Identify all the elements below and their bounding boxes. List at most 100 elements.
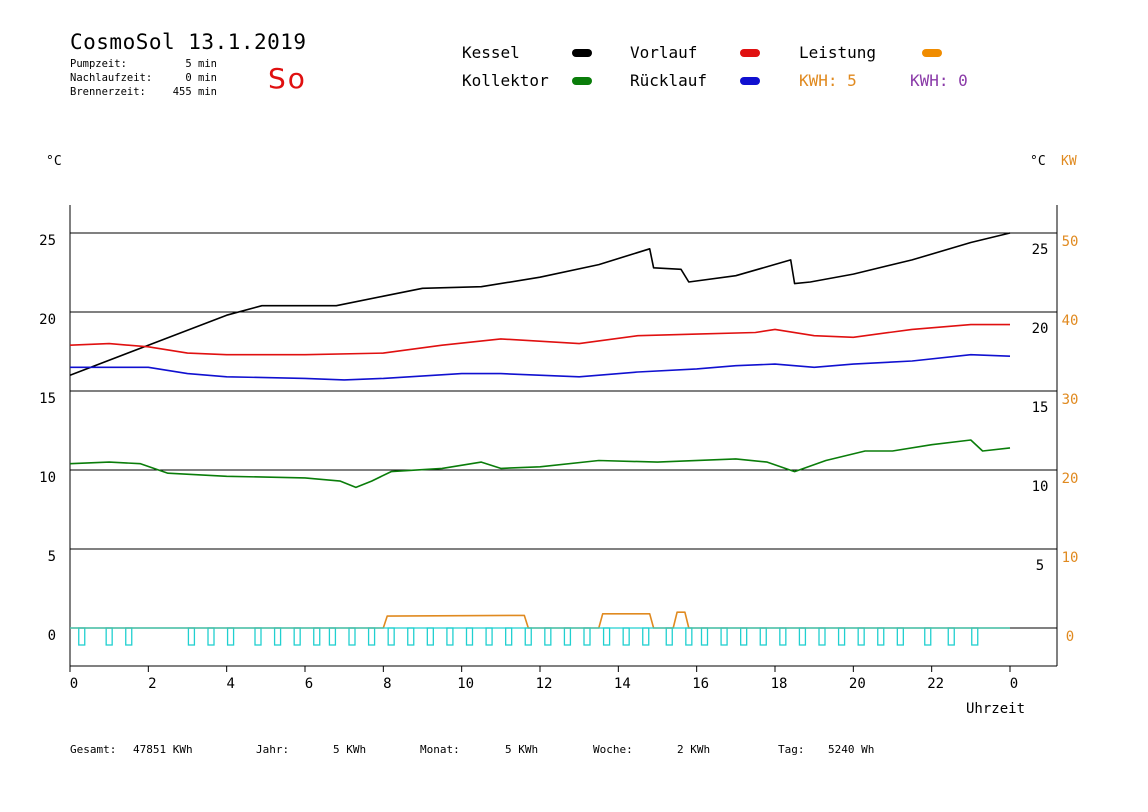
x-tick-label: 12 [536,676,553,692]
footer-total-label: Gesamt: [70,743,117,756]
y-tick-left: 25 [39,233,56,249]
pump-pulse [779,627,787,646]
pump-pulse [700,627,709,646]
stat-value-brennerzeit: 455 min [172,86,217,98]
pump-pulse [125,627,133,646]
legend-label-kessel: Kessel [462,43,520,62]
series-line-vorlauf [69,323,1010,356]
y-tick-right-c: 5 [1036,558,1044,574]
y-tick-right-kw: 50 [1062,234,1079,250]
legend-swatch-kollektor [572,77,592,85]
weekday-code: So [268,62,307,95]
pump-pulse [293,627,301,646]
legend-swatch-kessel [572,49,592,57]
pump-pulse [367,627,376,646]
series-line-kollektor [69,439,1011,489]
pump-pulse [971,627,979,646]
stat-label-brennerzeit: Brennerzeit: [70,86,146,98]
series-line-kessel [69,232,1011,376]
pump-pulse [187,627,196,646]
pump-pulse [837,627,846,646]
pump-pulse [759,627,767,646]
x-tick-label: 20 [849,676,866,692]
pump-pulse [273,627,282,646]
x-tick-label: 22 [927,676,944,692]
y-tick-right-c: 25 [1032,242,1049,258]
pump-pulse [254,627,262,646]
pump-pulse [485,627,493,646]
pump-pulse [947,627,955,646]
x-tick-label: 8 [383,676,391,692]
pump-pulse [207,627,215,646]
pump-pulse [563,627,572,646]
y-tick-left: 5 [48,549,56,565]
right-axis-unit-celsius: °C [1030,154,1046,169]
kwh-solar-label: KWH: 5 [799,71,857,90]
pump-pulse [924,627,932,646]
x-tick-label: 2 [148,676,156,692]
legend-swatch-vorlauf [740,49,760,57]
x-tick-label: 0 [1010,676,1018,692]
pump-pulse [602,627,611,646]
pump-pulse [544,627,552,646]
pump-pulse [642,627,650,646]
pump-pulse [328,627,337,646]
legend-label-leistung: Leistung [799,43,877,62]
pump-pulse [524,627,532,646]
legend-label-ruecklauf: Rücklauf [630,71,708,90]
stat-value-pumpzeit: 5 min [185,58,217,70]
y-tick-left: 15 [39,391,56,407]
pump-pulse [818,627,826,646]
pump-pulse [685,627,693,646]
pump-pulse [665,627,673,646]
pump-pulse [387,627,395,646]
legend-swatch-ruecklauf [740,77,760,85]
footer-month-label: Monat: [420,743,460,756]
chart-title: CosmoSol 13.1.2019 [70,30,307,54]
pump-pulse [78,627,86,646]
x-tick-label: 4 [226,676,234,692]
y-tick-right-kw: 10 [1062,550,1079,566]
pump-pulse [465,627,474,646]
footer-total-value: 47851 KWh [133,743,193,756]
footer-day-value: 5240 Wh [828,743,875,756]
x-tick-label: 0 [70,676,78,692]
stat-label-pumpzeit: Pumpzeit: [70,58,127,70]
x-tick-label: 16 [692,676,709,692]
pump-pulse [313,627,321,646]
x-axis-label: Uhrzeit [966,701,1026,717]
pump-pulse [505,627,513,646]
series-line-rcklauf [70,353,1011,381]
x-tick-label: 6 [305,676,313,692]
pump-pulse [896,627,904,646]
y-tick-right-kw: 0 [1066,629,1074,645]
footer-week-label: Woche: [593,743,633,756]
footer-week-value: 2 KWh [677,743,711,756]
pump-pulse [348,627,356,646]
stat-value-nachlaufzeit: 0 min [185,72,217,84]
pump-pulse [407,627,415,646]
pump-pulse [426,627,434,646]
kwh-other-label: KWH: 0 [910,71,968,90]
y-tick-right-kw: 40 [1062,313,1079,329]
y-tick-left: 10 [39,470,56,486]
pump-pulse [720,627,728,646]
series-line-leistung [70,611,1010,629]
legend-label-vorlauf: Vorlauf [630,43,698,62]
y-tick-right-kw: 20 [1062,471,1079,487]
pump-pulse [226,627,235,646]
pump-pulse [446,627,454,646]
footer-year-value: 5 KWh [333,743,367,756]
pump-pulse [798,627,807,646]
footer-day-label: Tag: [778,743,805,756]
legend-label-kollektor: Kollektor [462,71,549,90]
y-tick-right-c: 10 [1032,479,1049,495]
footer-month-value: 5 KWh [505,743,539,756]
x-tick-label: 10 [457,676,474,692]
pump-pulse [857,627,865,646]
stat-label-nachlaufzeit: Nachlaufzeit: [70,72,153,84]
y-tick-right-kw: 30 [1062,392,1079,408]
y-tick-left: 20 [39,312,56,328]
left-axis-unit: °C [46,154,62,169]
